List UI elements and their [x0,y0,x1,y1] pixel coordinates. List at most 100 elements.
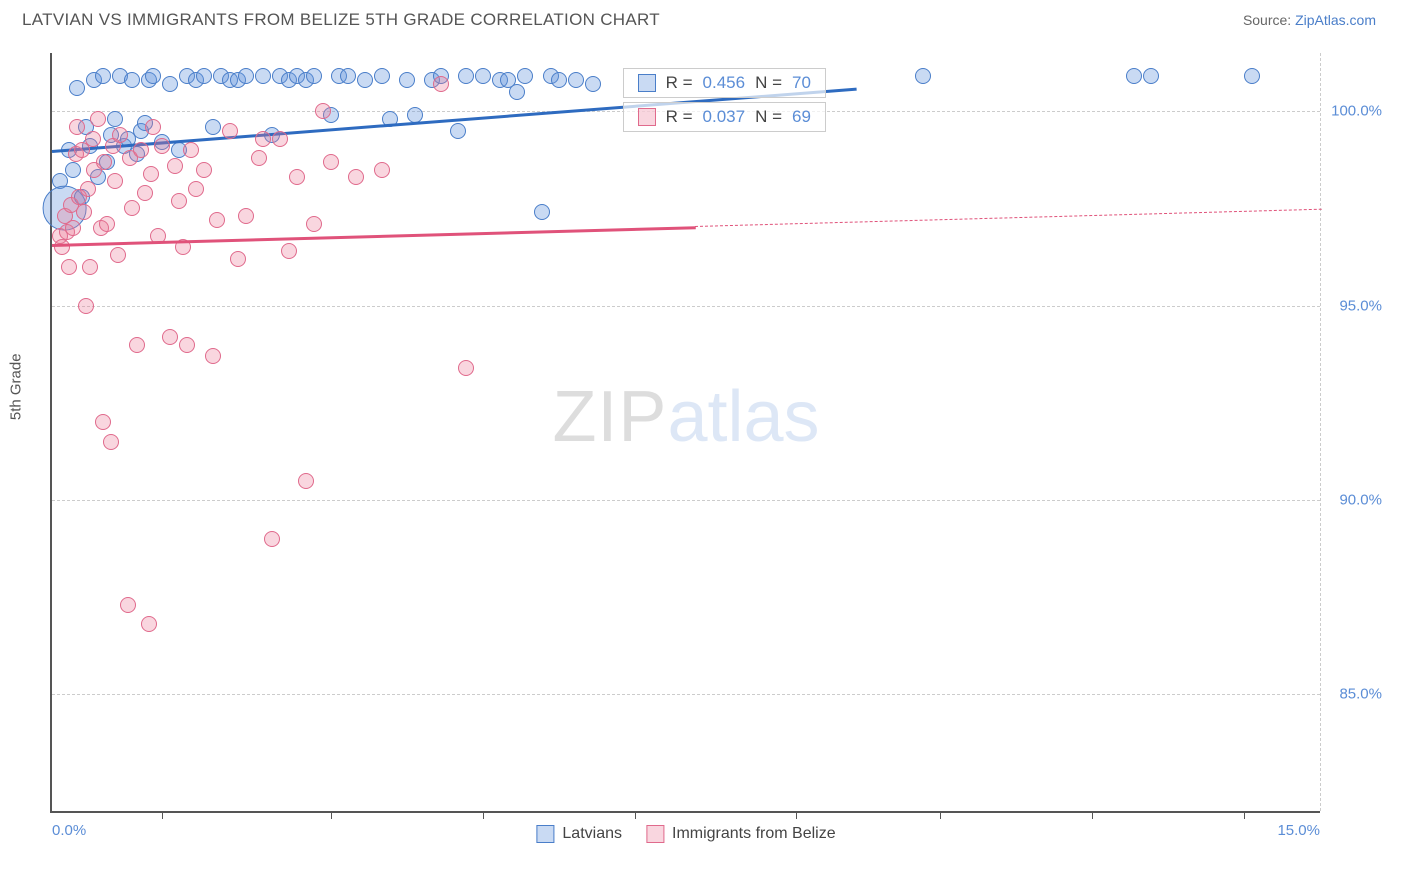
data-point [112,127,128,143]
legend-stats-box: R =0.037N =69 [623,102,826,132]
data-point [61,259,77,275]
data-point [255,68,271,84]
data-point [95,68,111,84]
y-tick-label: 90.0% [1339,492,1382,509]
data-point [251,150,267,166]
data-point [196,68,212,84]
data-point [209,212,225,228]
chart-area: 5th Grade ZIPatlas LatviansImmigrants fr… [22,45,1382,845]
bottom-legend: Latvians Immigrants from Belize [536,825,835,843]
x-tick [1092,811,1093,819]
gridline-v [1320,53,1321,811]
data-point [103,434,119,450]
data-point [124,72,140,88]
trend-line [52,226,696,246]
trend-line [695,209,1322,227]
data-point [205,348,221,364]
legend-label: Immigrants from Belize [672,825,836,843]
data-point [534,204,550,220]
data-point [162,329,178,345]
data-point [65,162,81,178]
data-point [137,185,153,201]
data-point [107,111,123,127]
data-point [272,131,288,147]
legend-r-value: 0.037 [703,107,746,127]
data-point [90,111,106,127]
x-tick [331,811,332,819]
data-point [69,80,85,96]
legend-n-value: 70 [792,73,811,93]
data-point [568,72,584,88]
data-point [357,72,373,88]
data-point [196,162,212,178]
legend-item: Latvians [536,825,622,843]
data-point [306,68,322,84]
legend-swatch [646,825,664,843]
data-point [374,68,390,84]
data-point [54,239,70,255]
data-point [238,68,254,84]
data-point [450,123,466,139]
legend-label: Latvians [562,825,622,843]
data-point [915,68,931,84]
x-tick [483,811,484,819]
legend-stats-box: R = 0.456 N = 70 [623,68,826,98]
chart-source: Source: ZipAtlas.com [1243,12,1376,28]
watermark: ZIPatlas [552,376,819,458]
data-point [120,597,136,613]
legend-swatch [638,108,656,126]
x-tick [1244,811,1245,819]
watermark-prefix: ZIP [552,377,667,457]
y-tick-label: 95.0% [1339,297,1382,314]
data-point [188,181,204,197]
data-point [230,251,246,267]
data-point [509,84,525,100]
data-point [110,247,126,263]
data-point [65,220,81,236]
x-tick-label: 15.0% [1277,822,1320,839]
source-link[interactable]: ZipAtlas.com [1295,12,1376,28]
x-tick [796,811,797,819]
data-point [374,162,390,178]
data-point [171,193,187,209]
data-point [517,68,533,84]
chart-header: LATVIAN VS IMMIGRANTS FROM BELIZE 5TH GR… [0,0,1406,38]
data-point [124,200,140,216]
data-point [323,154,339,170]
data-point [205,119,221,135]
legend-r-label: R = [666,73,693,93]
data-point [162,76,178,92]
legend-swatch [638,74,656,92]
data-point [433,76,449,92]
data-point [551,72,567,88]
x-tick-label: 0.0% [52,822,86,839]
x-tick [635,811,636,819]
data-point [289,169,305,185]
legend-n-label: N = [755,107,782,127]
data-point [99,216,115,232]
legend-r-value: 0.456 [703,73,746,93]
data-point [141,616,157,632]
data-point [222,123,238,139]
data-point [154,138,170,154]
data-point [145,68,161,84]
legend-item: Immigrants from Belize [646,825,836,843]
data-point [458,360,474,376]
data-point [238,208,254,224]
data-point [255,131,271,147]
data-point [133,142,149,158]
data-point [95,414,111,430]
data-point [264,531,280,547]
plot-area: ZIPatlas LatviansImmigrants from Belize … [50,53,1320,813]
x-tick [162,811,163,819]
data-point [340,68,356,84]
gridline-h [52,694,1320,695]
data-point [143,166,159,182]
data-point [96,154,112,170]
legend-n-label: N = [755,73,782,93]
data-point [80,181,96,197]
data-point [78,298,94,314]
gridline-h [52,500,1320,501]
data-point [179,337,195,353]
data-point [306,216,322,232]
